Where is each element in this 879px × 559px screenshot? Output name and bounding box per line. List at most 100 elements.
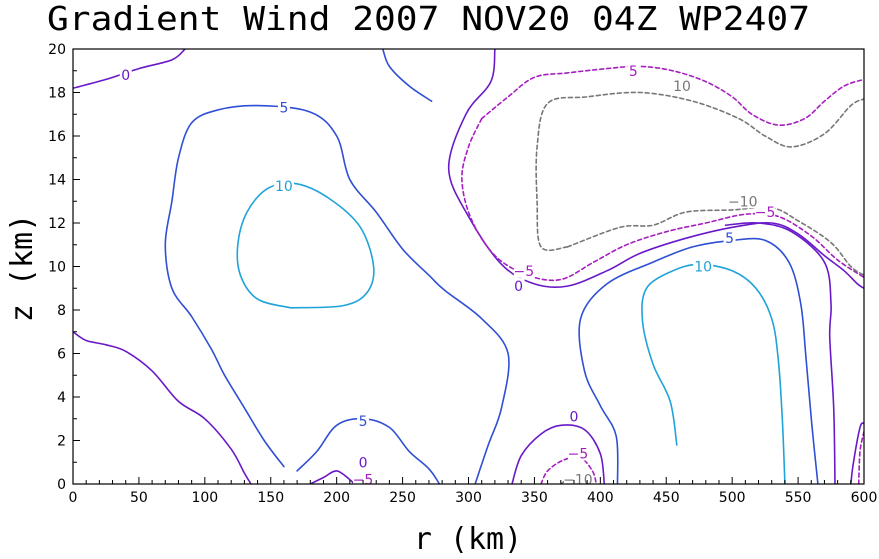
x-tick-label: 250 (389, 490, 416, 506)
contour-line-level-neg10-11 (566, 206, 864, 276)
contour-line-level-0-15 (511, 424, 606, 484)
x-tick-label: 100 (191, 490, 218, 506)
contour-label-3: 5 (357, 412, 370, 430)
contour-label-12: 5 (627, 62, 640, 80)
contour-label-text: 0 (121, 68, 130, 84)
contour-line-level-0-0 (73, 49, 186, 89)
contour-label-11: −10 (728, 193, 758, 210)
contour-label-bg (627, 62, 640, 78)
y-tick-label: 0 (57, 477, 66, 493)
y-tick-label: 6 (57, 347, 66, 363)
contour-label-9: 10 (693, 258, 714, 276)
contour-label-text: −10 (728, 194, 758, 210)
x-tick-label: 150 (257, 490, 284, 506)
contour-label-bg (513, 262, 534, 278)
y-tick-label: 2 (57, 434, 66, 450)
plot-frame (72, 48, 865, 485)
y-tick-label: 20 (48, 42, 66, 58)
x-tick-label: 350 (521, 490, 548, 506)
contour-line-level-neg10-10 (535, 91, 864, 252)
contour-label-6: 0 (512, 278, 525, 295)
contour-line-level-5-12 (578, 237, 819, 484)
contour-label-text: 5 (359, 414, 368, 430)
contour-label-text: 0 (514, 279, 523, 295)
contour-label-13: 10 (672, 77, 693, 95)
contour-label-bg (357, 412, 370, 428)
contour-line-level-5-3 (164, 104, 510, 484)
y-tick-label: 10 (48, 260, 66, 276)
contour-label-bg (119, 67, 132, 83)
contour-label-14: 0 (567, 408, 580, 426)
contour-line-level-0-2 (73, 331, 252, 484)
contour-label-text: −10 (563, 473, 593, 489)
contour-label-text: −5 (514, 264, 535, 280)
y-tick-label: 18 (48, 86, 66, 102)
x-tick-label: 50 (130, 490, 148, 506)
contour-line-level-0-14 (724, 221, 836, 484)
contour-line-level-0-18 (850, 422, 864, 484)
y-tick-label: 8 (57, 303, 66, 319)
chart-title: Gradient Wind 2007 NOV20 04Z WP2407 (47, 0, 810, 38)
contour-line-level-5-4 (296, 417, 441, 484)
x-axis-ticks: 0 50 100 150 200 250 300 350 400 450 500 550 600 (69, 477, 878, 506)
contour-line-level-0-6 (309, 470, 355, 484)
contour-label-bg (693, 258, 714, 274)
contour-label-text: 5 (629, 64, 638, 80)
contour-label-bg (567, 408, 580, 424)
contour-label-bg (512, 278, 525, 294)
contour-label-bg (755, 204, 776, 220)
contour-label-text: 5 (279, 101, 288, 117)
x-tick-label: 550 (785, 490, 812, 506)
contour-label-bg (277, 99, 290, 115)
contour-label-bg (563, 471, 592, 487)
contour-label-text: 0 (570, 410, 579, 426)
contour-label-bg (672, 77, 693, 93)
contour-label-bg (728, 193, 757, 209)
x-tick-label: 450 (653, 490, 680, 506)
contour-label-16: −10 (563, 471, 593, 489)
contour-label-bg (357, 454, 370, 470)
y-tick-label: 12 (48, 216, 66, 232)
contour-label-text: 10 (673, 79, 691, 95)
contour-label-2: 10 (273, 178, 294, 195)
contour-line-level-10-5 (236, 182, 375, 309)
y-tick-label: 16 (48, 129, 66, 145)
contour-label-text: 10 (275, 179, 293, 195)
contour-label-0: 0 (119, 67, 132, 84)
contour-label-15: −5 (567, 445, 589, 463)
contour-layer (73, 49, 864, 484)
x-tick-label: 500 (719, 490, 746, 506)
contour-label-text: −5 (755, 205, 776, 221)
x-tick-label: 600 (851, 490, 878, 506)
contour-line-level-neg5-19 (857, 431, 864, 484)
contour-label-10: −5 (755, 204, 776, 221)
x-tick-label: 200 (323, 490, 350, 506)
contour-line-level-0-7 (447, 49, 864, 290)
y-tick-label: 14 (48, 173, 66, 189)
contour-label-1: 5 (277, 99, 290, 117)
contour-label-8: 5 (723, 230, 736, 247)
contour-label-bg (723, 230, 736, 246)
contour-line-level-neg5-8 (480, 65, 864, 126)
contour-line-level-5-1 (382, 49, 433, 102)
contour-label-bg (273, 178, 294, 194)
contour-label-bg (567, 445, 588, 461)
y-tick-label: 4 (57, 390, 66, 406)
contour-label-text: 10 (694, 260, 712, 276)
y-axis-label: z (km) (5, 214, 40, 322)
contour-label-bg (353, 471, 374, 487)
contour-label-7: −5 (513, 262, 535, 280)
x-axis-label: r (km) (414, 522, 522, 557)
contour-label-4: 0 (357, 454, 370, 471)
y-axis-ticks: 0 2 4 6 8 10 12 14 16 18 20 (48, 42, 80, 493)
contour-line-level-10-13 (641, 263, 786, 484)
x-tick-label: 300 (455, 490, 482, 506)
contour-line-level-neg5-9 (461, 117, 864, 282)
contour-label-text: 0 (359, 455, 368, 471)
x-tick-label: 0 (69, 490, 78, 506)
contour-label-text: 5 (725, 231, 734, 247)
x-tick-label: 400 (587, 490, 614, 506)
contour-label-text: −5 (568, 447, 589, 463)
